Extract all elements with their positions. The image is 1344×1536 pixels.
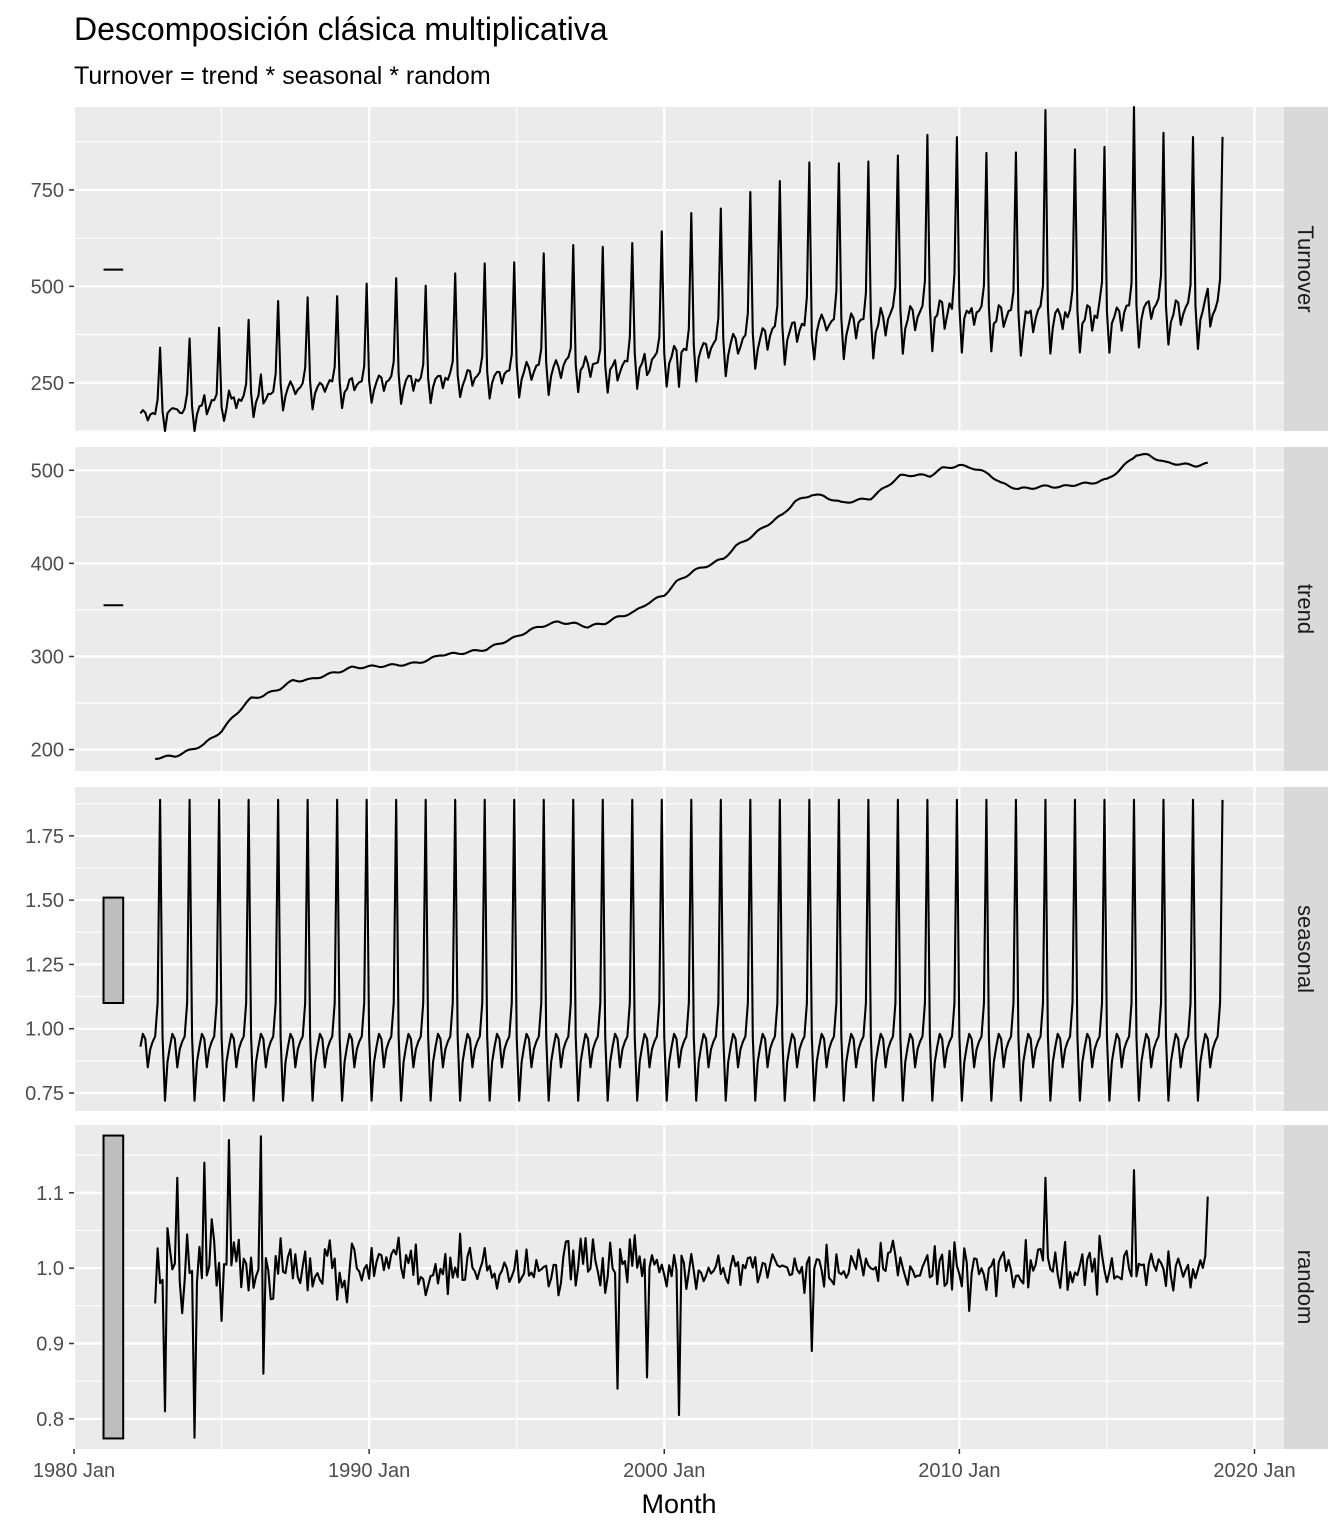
series-line-random [154, 1135, 1209, 1439]
panel-trend: 200 300 400 500 trend [31, 447, 1328, 771]
y-tick-label: 500 [31, 276, 64, 298]
series-line-seasonal [139, 798, 1224, 1102]
y-tick-label: 1.25 [25, 954, 64, 976]
y-tick-label: 1.1 [36, 1183, 64, 1205]
y-tick-label: 200 [31, 740, 64, 762]
y-tick-label: 0.9 [36, 1334, 64, 1356]
y-tick-label: 250 [31, 373, 64, 395]
y-tick-label: 400 [31, 553, 64, 575]
y-tick-label: 0.8 [36, 1409, 64, 1431]
facet-strip-label: random [1293, 1250, 1318, 1325]
scale-bar [102, 896, 125, 1004]
y-tick-label: 750 [31, 180, 64, 202]
facet-strip-label: seasonal [1293, 905, 1318, 993]
panel-random: 0.8 0.9 1.0 1.1 random [36, 1125, 1328, 1449]
y-tick-label: 300 [31, 646, 64, 668]
facet-strip-label: Turnover [1293, 225, 1318, 312]
panel-seasonal: 0.75 1.00 1.25 1.50 1.75 seasonal [25, 787, 1328, 1111]
panel-Turnover: 250 500 750 Turnover [31, 105, 1328, 433]
chart-title: Descomposición clásica multiplicativa [74, 11, 608, 47]
facet-strip [1284, 1125, 1328, 1449]
facet-strip-label: trend [1293, 584, 1318, 634]
facet-strip [1284, 787, 1328, 1111]
x-tick-label: 2020 Jan [1213, 1460, 1295, 1482]
facet-strip [1284, 107, 1328, 431]
y-tick-label: 0.75 [25, 1083, 64, 1105]
x-tick-label: 2000 Jan [623, 1460, 705, 1482]
x-tick-label: 2010 Jan [918, 1460, 1000, 1482]
y-tick-label: 1.50 [25, 890, 64, 912]
facet-strip [1284, 447, 1328, 771]
facet-panels: 250 500 750 Turnover 200 300 400 500 trend 0.75 1.… [25, 105, 1328, 1449]
x-tick-label: 1980 Jan [33, 1460, 115, 1482]
x-axis: 1980 Jan 1990 Jan 2000 Jan 2010 Jan 2020 Jan [33, 1449, 1296, 1482]
x-axis-title: Month [641, 1489, 716, 1519]
y-tick-label: 1.00 [25, 1019, 64, 1041]
series-line-Turnover [139, 105, 1224, 433]
chart-subtitle: Turnover = trend * seasonal * random [74, 62, 491, 90]
panel-background [74, 447, 1284, 771]
y-tick-label: 1.0 [36, 1258, 64, 1280]
x-tick-label: 1990 Jan [328, 1460, 410, 1482]
scale-bar [102, 1134, 125, 1440]
y-tick-label: 500 [31, 460, 64, 482]
series-line-trend [155, 453, 1208, 760]
y-tick-label: 1.75 [25, 826, 64, 848]
